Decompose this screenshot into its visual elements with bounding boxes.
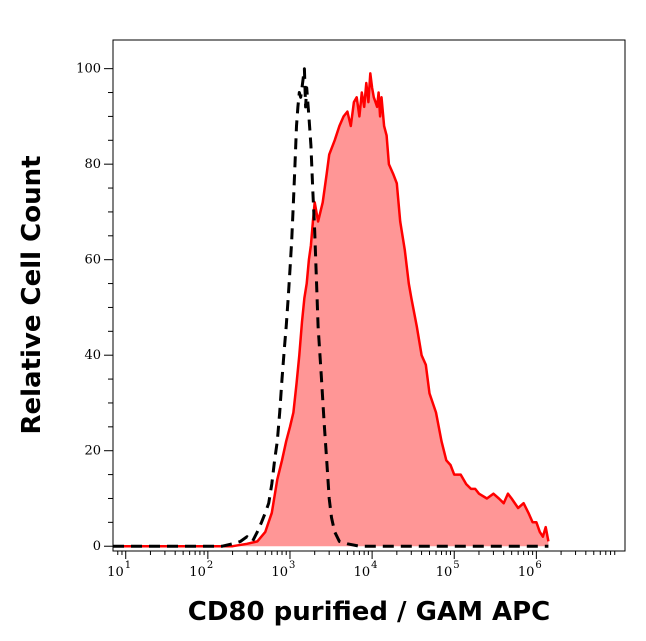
x-tick-label: 10: [354, 565, 371, 580]
x-tick-exponent: 4: [371, 560, 377, 571]
x-tick-label: 10: [107, 565, 124, 580]
y-tick-label: 100: [76, 62, 101, 77]
y-tick-label: 40: [84, 348, 101, 363]
series-0-area: [113, 73, 549, 547]
y-tick-label: 0: [93, 539, 101, 554]
x-tick-label: 10: [189, 565, 206, 580]
x-tick-exponent: 2: [207, 560, 213, 571]
x-tick-exponent: 5: [453, 560, 459, 571]
x-tick-label: 10: [271, 565, 288, 580]
x-tick-exponent: 6: [535, 560, 541, 571]
x-axis-title: CD80 purified / GAM APC: [188, 597, 551, 627]
y-tick-label: 20: [84, 444, 101, 459]
x-tick-exponent: 3: [289, 560, 295, 571]
y-tick-label: 80: [84, 157, 101, 172]
series-0-outline: [113, 72, 550, 548]
series-layer: [113, 67, 550, 548]
x-tick-label: 10: [436, 565, 453, 580]
y-axis-title: Relative Cell Count: [17, 155, 47, 434]
x-tick-exponent: 1: [125, 560, 131, 571]
x-tick-label: 10: [518, 565, 535, 580]
y-tick-label: 60: [84, 253, 101, 268]
